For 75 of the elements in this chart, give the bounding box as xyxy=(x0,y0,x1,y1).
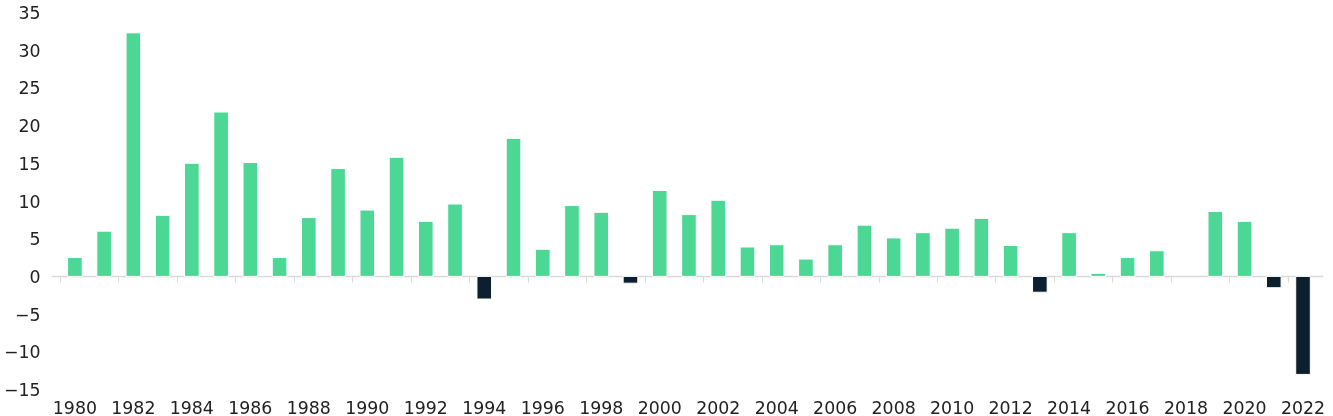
bar xyxy=(242,162,259,277)
x-tick-label: 2004 xyxy=(754,397,799,416)
y-tick-label: 0 xyxy=(29,266,41,287)
y-tick-label: 15 xyxy=(18,153,41,174)
bar xyxy=(271,257,288,277)
bar xyxy=(564,205,580,277)
bar xyxy=(593,211,610,277)
bar xyxy=(1295,275,1311,375)
bar xyxy=(301,217,317,277)
x-tick-label: 2014 xyxy=(1047,397,1092,416)
bar xyxy=(768,244,785,277)
y-tick-label: 5 xyxy=(29,229,41,250)
x-tick-label: 1998 xyxy=(579,397,624,416)
x-tick-label: 1984 xyxy=(169,397,214,416)
bar xyxy=(1149,250,1165,277)
bar xyxy=(213,111,229,277)
x-tick-label: 2008 xyxy=(871,397,916,416)
bar xyxy=(915,232,931,277)
bar xyxy=(798,258,814,277)
bar xyxy=(622,275,639,284)
y-tick-label: −5 xyxy=(14,304,41,325)
bar xyxy=(96,230,112,277)
x-tick-label: 2000 xyxy=(637,397,682,416)
y-tick-label: 20 xyxy=(18,116,41,137)
y-tick-label: 25 xyxy=(18,78,41,99)
bar xyxy=(534,248,551,277)
x-tick-label: 2006 xyxy=(813,397,858,416)
y-tick-label: 30 xyxy=(18,40,41,61)
bar xyxy=(973,217,990,277)
bar xyxy=(1119,257,1136,277)
x-tick-label: 2002 xyxy=(696,397,741,416)
bar xyxy=(388,156,405,277)
bar xyxy=(1032,275,1048,293)
x-tick-label: 1988 xyxy=(286,397,331,416)
y-tick-label: 10 xyxy=(18,191,41,212)
bar xyxy=(827,244,843,277)
bar xyxy=(1236,220,1253,277)
y-tick-label: −10 xyxy=(3,342,41,363)
bar xyxy=(739,246,756,277)
bar xyxy=(154,214,171,277)
bar xyxy=(505,137,522,277)
x-tick-label: 1990 xyxy=(345,397,390,416)
bar xyxy=(1090,272,1107,277)
bar xyxy=(710,199,727,277)
bar xyxy=(856,224,873,277)
x-tick-label: 1994 xyxy=(462,397,507,416)
y-tick-label: −15 xyxy=(3,380,41,400)
bar xyxy=(417,220,434,277)
bar xyxy=(359,209,376,277)
bar xyxy=(681,214,697,277)
bar xyxy=(447,203,463,277)
bar xyxy=(184,162,200,277)
bar xyxy=(1207,211,1224,277)
bar xyxy=(1061,232,1077,277)
x-tick-label: 2016 xyxy=(1105,397,1150,416)
bar xyxy=(651,189,668,277)
bar xyxy=(944,227,960,277)
x-tick-label: 2018 xyxy=(1164,397,1209,416)
x-tick-label: 1980 xyxy=(52,397,97,416)
x-tick-label: 1982 xyxy=(111,397,156,416)
bar xyxy=(885,237,902,277)
bar xyxy=(125,32,142,277)
bar xyxy=(330,168,346,277)
x-tick-label: 2010 xyxy=(930,397,975,416)
y-tick-label: 35 xyxy=(18,3,41,23)
bar xyxy=(1002,244,1019,277)
bar xyxy=(1265,275,1282,289)
x-tick-label: 2012 xyxy=(988,397,1033,416)
bar xyxy=(67,257,83,277)
x-tick-label: 1986 xyxy=(228,397,273,416)
x-tick-label: 1996 xyxy=(520,397,565,416)
x-tick-label: 2022 xyxy=(1280,397,1326,416)
x-tick-label: 1992 xyxy=(403,397,448,416)
bar xyxy=(476,275,493,300)
x-tick-label: 2020 xyxy=(1222,397,1267,416)
